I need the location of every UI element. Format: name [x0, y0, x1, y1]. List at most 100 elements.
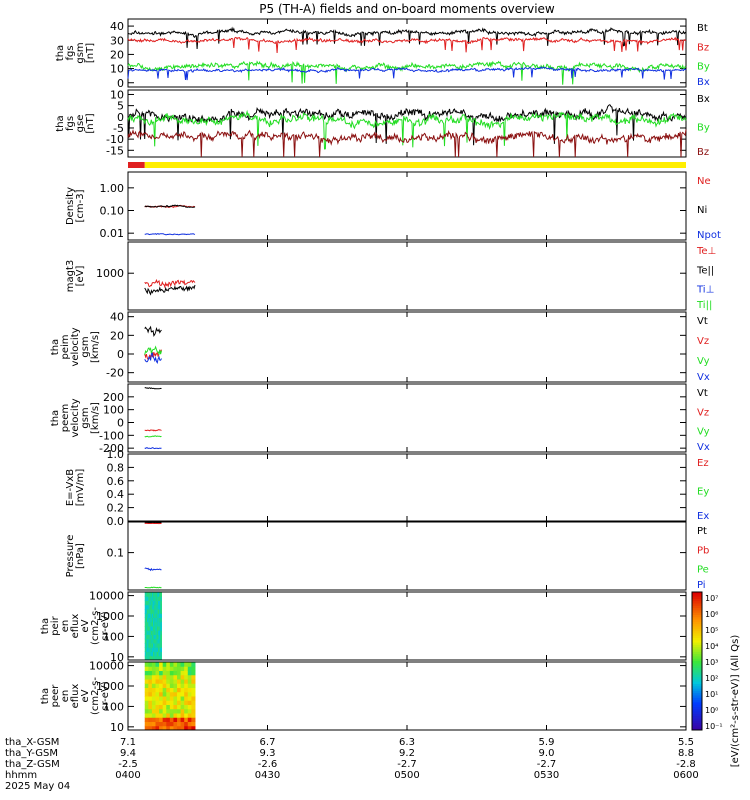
heatmap-cell: [148, 666, 153, 671]
colorbar-frame: [691, 591, 703, 731]
heatmap-cell: [145, 655, 148, 661]
heatmap-cell: [191, 662, 196, 667]
heatmap-cell: [177, 696, 182, 701]
heatmap-cell: [145, 613, 148, 618]
y-tick-label: 10000: [89, 590, 124, 603]
heatmap-cell: [173, 700, 178, 705]
heatmap-cell: [160, 647, 162, 652]
heatmap-cell: [162, 687, 167, 693]
heatmap-cell: [159, 708, 164, 714]
colorbar-tick-label: 10⁵: [705, 626, 718, 635]
heatmap-cell: [160, 634, 162, 640]
heatmap-cell: [150, 596, 153, 601]
heatmap-cell: [147, 604, 149, 610]
heatmap-cell: [162, 674, 167, 680]
heatmap-cell: [184, 721, 189, 727]
colorbar-segment: [692, 679, 702, 683]
heatmap-cell: [148, 643, 151, 648]
heatmap-cell: [166, 674, 171, 680]
heatmap-cell: [157, 621, 160, 627]
heatmap-cell: [184, 683, 189, 688]
y-tick-label: -15: [106, 144, 124, 157]
y-axis-label: gse: [75, 115, 86, 133]
axis-row-label: tha_Z-GSM: [5, 759, 60, 770]
colorbar-segment: [692, 605, 702, 609]
heatmap-cell: [191, 696, 196, 701]
colorbar-segment: [692, 702, 702, 706]
heatmap-cell: [191, 679, 196, 684]
colorbar-segment: [692, 608, 702, 611]
y-axis-label: fgs: [65, 116, 76, 131]
heatmap-cell: [147, 626, 149, 631]
heatmap-cell: [148, 609, 151, 614]
heatmap-cell: [155, 717, 160, 722]
colorbar-segment: [692, 695, 702, 699]
y-tick-label: 10: [110, 721, 124, 734]
legend-ti||: Ti||: [696, 300, 712, 311]
y-tick-label: 0.01: [100, 227, 125, 240]
heatmap-cell: [144, 679, 149, 684]
heatmap-cell: [147, 592, 149, 597]
y-tick-label: 0.8: [107, 461, 125, 474]
heatmap-cell: [148, 725, 153, 731]
heatmap-cell: [151, 713, 157, 718]
heatmap-cell: [153, 609, 155, 614]
heatmap-cell: [145, 634, 148, 640]
heatmap-cell: [156, 638, 159, 644]
series-vy-line: [144, 345, 162, 356]
heatmap-cell: [159, 687, 164, 693]
heatmap-cell: [166, 721, 171, 727]
heatmap-cell: [155, 626, 158, 631]
heatmap-cell: [159, 600, 161, 606]
heatmap-cell: [156, 651, 159, 657]
heatmap-cell: [144, 666, 149, 671]
y-tick-label: 0.10: [100, 205, 125, 218]
heatmap-cell: [144, 634, 147, 640]
heatmap-cell: [177, 700, 182, 705]
axis-row-value: -2.8: [676, 759, 696, 770]
heatmap-cell: [169, 721, 174, 727]
y-tick-label: 100: [103, 630, 124, 643]
heatmap-cell: [153, 634, 155, 640]
heatmap-cell: [155, 638, 158, 644]
heatmap-cell: [144, 630, 147, 635]
heatmap-cell: [187, 725, 192, 731]
heatmap-cell: [150, 609, 153, 614]
colorbar-segment: [692, 596, 702, 600]
heatmap-cell: [162, 696, 167, 701]
heatmap-cell: [149, 596, 152, 601]
heatmap-cell: [157, 647, 160, 652]
heatmap-cell: [147, 613, 149, 618]
colorbar-tick-label: 10⁶: [705, 610, 718, 619]
colorbar-segment: [692, 598, 702, 602]
colorbar-segment: [692, 690, 702, 694]
heatmap-cell: [144, 683, 149, 688]
heatmap-cell: [144, 621, 147, 627]
panel-frame: [127, 521, 687, 591]
heatmap-cell: [184, 708, 189, 714]
heatmap-cell: [154, 621, 157, 627]
y-tick-label: -10: [106, 133, 124, 146]
heatmap-cell: [147, 655, 149, 661]
heatmap-cell: [147, 630, 149, 635]
heatmap-cell: [148, 647, 151, 652]
heatmap-cell: [148, 713, 153, 718]
y-tick-label: 10: [110, 88, 124, 101]
colorbar-segment: [692, 633, 702, 637]
heatmap-cell: [147, 600, 149, 606]
heatmap-cell: [149, 617, 152, 623]
heatmap-cell: [159, 721, 164, 727]
y-axis-label: velocity: [70, 398, 81, 437]
heatmap-cell: [147, 638, 149, 644]
heatmap-cell: [157, 655, 160, 661]
heatmap-cell: [148, 717, 153, 722]
legend-te||: Te||: [696, 265, 714, 276]
heatmap-cell: [153, 655, 155, 661]
heatmap-cell: [187, 708, 192, 714]
heatmap-cell: [155, 696, 160, 701]
heatmap-cell: [159, 634, 161, 640]
y-axis-label: velocity: [70, 327, 81, 366]
panel-peir_en_eflux: 10000 1000 100 10 tha peir en eflux eV (cm2-s-sr-…: [40, 590, 687, 664]
heatmap-cell: [144, 717, 149, 722]
